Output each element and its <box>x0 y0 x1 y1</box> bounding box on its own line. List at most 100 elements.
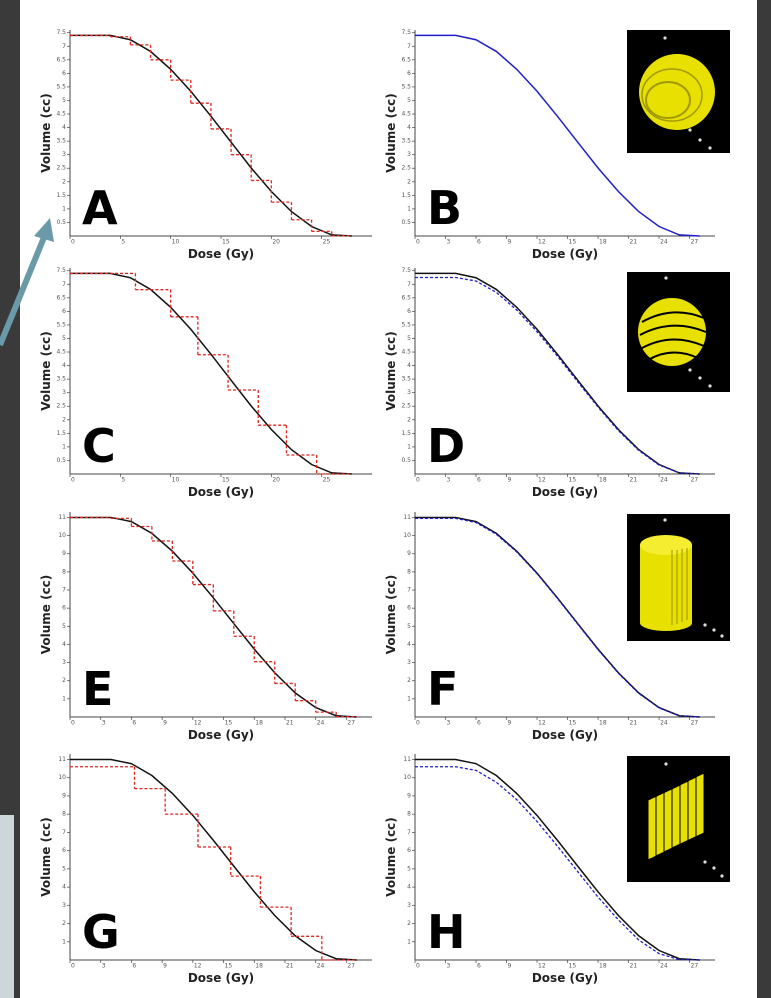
y-tick-label: 6 <box>407 70 411 77</box>
y-tick-label: 4.5 <box>401 111 411 118</box>
y-tick-label: 10 <box>403 774 411 781</box>
x-axis-label: Dose (Gy) <box>532 971 598 985</box>
y-tick-label: 4.5 <box>56 349 66 356</box>
y-tick-label: 7 <box>407 829 411 836</box>
x-tick-label: 6 <box>132 720 136 727</box>
x-tick-label: 20 <box>272 239 280 246</box>
x-tick-label: 12 <box>538 720 546 727</box>
y-tick-label: 2.5 <box>56 165 66 172</box>
sphere-slices-inset <box>627 272 730 392</box>
y-tick-label: 1.5 <box>401 192 411 199</box>
x-tick-label: 18 <box>599 963 607 970</box>
x-tick-label: 15 <box>222 239 230 246</box>
y-tick-label: 1.5 <box>56 430 66 437</box>
panel-label: F <box>427 662 458 716</box>
y-tick-label: 1 <box>62 695 66 702</box>
x-tick-label: 0 <box>71 963 75 970</box>
x-tick-label: 3 <box>102 720 106 727</box>
x-tick-label: 3 <box>102 963 106 970</box>
x-tick-label: 18 <box>255 963 263 970</box>
y-tick-label: 2.5 <box>56 403 66 410</box>
y-tick-label: 7 <box>407 587 411 594</box>
y-tick-label: 1 <box>407 695 411 702</box>
y-tick-label: 4 <box>407 641 411 648</box>
y-tick-label: 11 <box>58 514 66 521</box>
y-tick-label: 7 <box>407 281 411 288</box>
y-tick-label: 6 <box>407 605 411 612</box>
x-tick-label: 9 <box>508 239 512 246</box>
x-tick-label: 5 <box>121 239 125 246</box>
y-tick-label: 6 <box>62 70 66 77</box>
side-panel <box>0 815 14 998</box>
panel-label: A <box>82 181 118 235</box>
y-tick-label: 7.5 <box>401 29 411 36</box>
figure: 0.511.522.533.544.555.566.577.5051015202… <box>0 0 771 998</box>
y-tick-label: 5 <box>62 623 66 630</box>
y-tick-label: 1.5 <box>56 192 66 199</box>
y-axis-label: Volume (cc) <box>384 331 398 411</box>
x-tick-label: 18 <box>255 720 263 727</box>
x-tick-label: 21 <box>286 963 294 970</box>
y-axis-label: Volume (cc) <box>39 331 53 411</box>
y-tick-label: 3.5 <box>56 138 66 145</box>
y-tick-label: 11 <box>403 514 411 521</box>
y-tick-label: 5.5 <box>401 321 411 328</box>
y-tick-label: 3 <box>407 389 411 396</box>
x-tick-label: 27 <box>347 720 355 727</box>
y-tick-label: 3.5 <box>56 376 66 383</box>
y-tick-label: 8 <box>407 568 411 575</box>
x-tick-label: 21 <box>630 963 638 970</box>
y-tick-label: 4.5 <box>401 349 411 356</box>
x-tick-label: 9 <box>163 720 167 727</box>
x-tick-label: 12 <box>538 963 546 970</box>
x-axis-label: Dose (Gy) <box>188 728 254 742</box>
x-tick-label: 10 <box>172 477 180 484</box>
y-tick-label: 7 <box>62 829 66 836</box>
x-tick-label: 6 <box>477 239 481 246</box>
x-tick-label: 25 <box>323 239 331 246</box>
y-axis-label: Volume (cc) <box>384 93 398 173</box>
y-tick-label: 11 <box>58 756 66 763</box>
y-axis-label: Volume (cc) <box>39 575 53 655</box>
x-tick-label: 0 <box>71 477 75 484</box>
x-tick-label: 9 <box>508 963 512 970</box>
x-tick-label: 27 <box>691 963 699 970</box>
x-tick-label: 12 <box>194 720 202 727</box>
y-tick-label: 3.5 <box>401 138 411 145</box>
y-tick-label: 5.5 <box>56 83 66 90</box>
x-tick-label: 9 <box>508 720 512 727</box>
x-axis-label: Dose (Gy) <box>532 247 598 261</box>
x-axis-label: Dose (Gy) <box>532 485 598 499</box>
y-tick-label: 5 <box>62 865 66 872</box>
y-tick-label: 3.5 <box>401 376 411 383</box>
x-tick-label: 24 <box>660 963 668 970</box>
x-tick-label: 3 <box>447 963 451 970</box>
x-tick-label: 20 <box>272 477 280 484</box>
y-tick-label: 3 <box>62 659 66 666</box>
x-axis-label: Dose (Gy) <box>188 971 254 985</box>
y-tick-label: 9 <box>407 550 411 557</box>
x-tick-label: 12 <box>194 963 202 970</box>
y-tick-label: 5 <box>62 335 66 342</box>
x-tick-label: 18 <box>599 239 607 246</box>
y-tick-label: 6 <box>62 847 66 854</box>
y-tick-label: 6.5 <box>401 56 411 63</box>
x-tick-label: 15 <box>569 239 577 246</box>
y-tick-label: 7 <box>62 587 66 594</box>
panel-label: B <box>427 181 462 235</box>
y-tick-label: 1 <box>407 443 411 450</box>
y-tick-label: 3 <box>62 389 66 396</box>
y-tick-label: 3 <box>62 902 66 909</box>
x-tick-label: 3 <box>447 239 451 246</box>
x-tick-label: 21 <box>286 720 294 727</box>
y-tick-label: 4 <box>407 884 411 891</box>
y-tick-label: 2.5 <box>401 165 411 172</box>
y-tick-label: 8 <box>407 811 411 818</box>
x-tick-label: 9 <box>508 477 512 484</box>
panel-label: D <box>427 419 465 473</box>
y-tick-label: 1 <box>407 938 411 945</box>
y-tick-label: 0.5 <box>56 219 66 226</box>
x-tick-label: 21 <box>630 477 638 484</box>
panel-label: G <box>82 905 120 959</box>
y-tick-label: 2.5 <box>401 403 411 410</box>
